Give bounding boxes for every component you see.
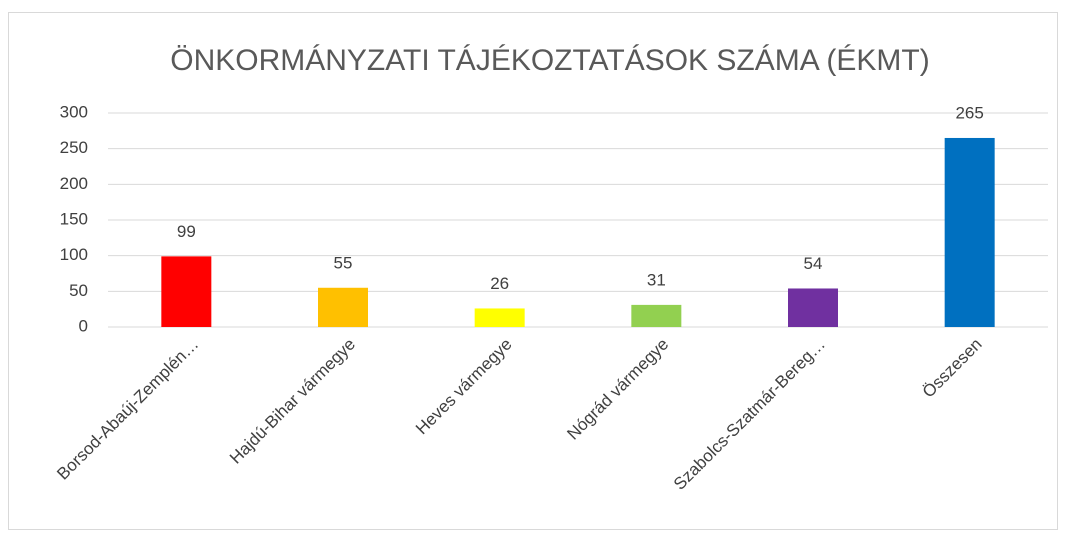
bar bbox=[788, 288, 838, 327]
bar bbox=[944, 137, 995, 327]
bar bbox=[318, 287, 368, 327]
chart-title: ÖNKORMÁNYZATI TÁJÉKOZTATÁSOK SZÁMA (ÉKMT… bbox=[170, 44, 930, 77]
y-tick-label: 300 bbox=[60, 102, 88, 121]
data-label: 99 bbox=[177, 222, 196, 241]
bar bbox=[161, 256, 212, 327]
data-label: 55 bbox=[334, 253, 353, 272]
y-tick-label: 200 bbox=[60, 174, 88, 193]
data-label: 26 bbox=[490, 274, 509, 293]
bar bbox=[631, 304, 682, 327]
data-label: 54 bbox=[804, 254, 823, 273]
bar bbox=[474, 308, 525, 327]
y-tick-label: 250 bbox=[60, 138, 88, 157]
y-tick-label: 50 bbox=[69, 281, 88, 300]
y-tick-label: 150 bbox=[60, 209, 88, 228]
data-label: 265 bbox=[955, 103, 983, 122]
y-tick-label: 100 bbox=[60, 245, 88, 264]
y-tick-label: 0 bbox=[79, 316, 88, 335]
data-label: 31 bbox=[647, 270, 666, 289]
